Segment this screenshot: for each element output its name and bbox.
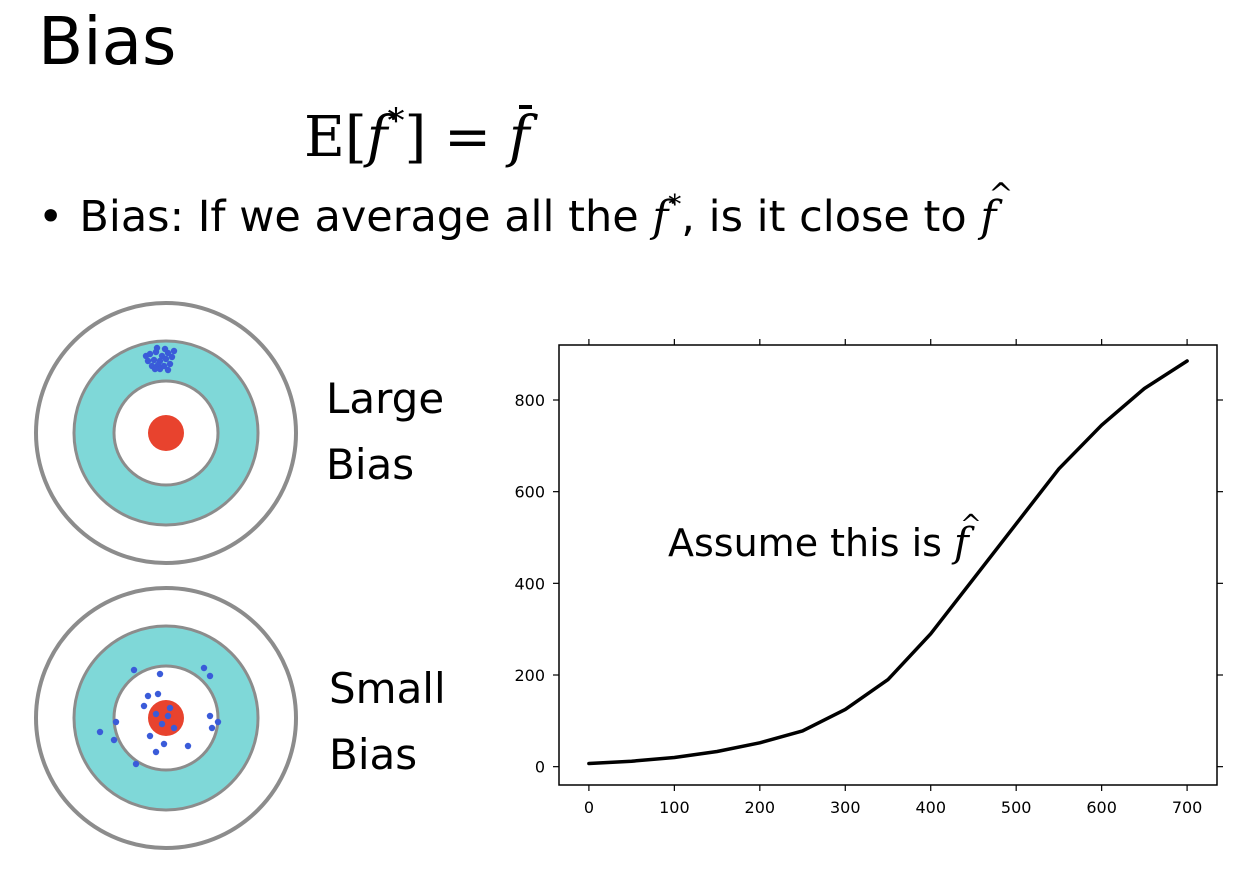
formula-expectation: E[ <box>304 105 367 170</box>
shot-dot <box>164 712 172 720</box>
x-tick-label: 400 <box>915 798 946 817</box>
target-bullseye <box>148 415 184 451</box>
shot-dot <box>154 690 162 698</box>
formula-f: f <box>366 105 388 170</box>
shot-dot <box>112 718 120 726</box>
series-line <box>587 359 1189 766</box>
chart-frame <box>558 344 1218 786</box>
bias-formula: E[f*] = f <box>304 86 532 173</box>
shot-dot <box>161 345 169 353</box>
shot-dot <box>208 724 216 732</box>
formula-f-bar: f <box>509 103 532 173</box>
shot-dot <box>158 720 166 728</box>
shot-dot <box>150 356 158 364</box>
shot-dot <box>214 718 222 726</box>
bullet-f-star: f* <box>652 190 682 242</box>
y-tick-label: 200 <box>514 666 545 685</box>
shot-dot <box>164 366 172 374</box>
shot-dot <box>156 670 164 678</box>
bullet-marker: • <box>38 192 64 242</box>
x-tick-label: 200 <box>745 798 776 817</box>
x-tick-label: 300 <box>830 798 861 817</box>
y-tick-label: 600 <box>514 483 545 502</box>
shot-dot <box>170 347 178 355</box>
label-large-bias: Large Bias <box>326 374 445 489</box>
shot-dot <box>206 712 214 720</box>
shot-dot <box>132 760 140 768</box>
shot-dot <box>151 365 159 373</box>
annotation-f-hat: f <box>954 497 981 571</box>
bullet-f: f <box>652 192 669 242</box>
shot-dot <box>156 365 164 373</box>
target-large-bias <box>34 301 298 565</box>
label-small-bias: Small Bias <box>329 664 446 779</box>
shot-dot <box>96 728 104 736</box>
shot-dot <box>142 352 150 360</box>
bias-bullet: • Bias: If we average all the f*, is it c… <box>38 160 1013 252</box>
shot-dot <box>200 664 208 672</box>
shot-dot <box>146 732 154 740</box>
x-tick-label: 600 <box>1086 798 1117 817</box>
shot-dot <box>144 692 152 700</box>
x-tick-label: 500 <box>1001 798 1032 817</box>
x-tick-label: 100 <box>659 798 690 817</box>
formula-equals: ] = <box>404 105 509 170</box>
chart-annotation: Assume this is f <box>668 497 981 571</box>
shot-dot <box>110 736 118 744</box>
annotation-text: Assume this is <box>668 521 955 565</box>
y-tick-label: 800 <box>514 391 545 410</box>
bullet-star: * <box>668 190 682 220</box>
shot-dot <box>152 748 160 756</box>
target-small-bias <box>34 586 298 850</box>
shot-dot <box>152 710 160 718</box>
y-tick-label: 0 <box>535 758 545 777</box>
shot-dot <box>184 742 192 750</box>
shot-dot <box>162 355 170 363</box>
shot-dot <box>166 360 174 368</box>
line-chart: 0 100 200 300 400 500 600 700 0 200 400 600 800 <box>514 339 1223 817</box>
shot-dot <box>166 704 174 712</box>
x-tick-label: 700 <box>1172 798 1203 817</box>
bullet-text-after: , is it close to <box>681 192 981 242</box>
shot-dot <box>144 357 152 365</box>
bullet-text-before: Bias: If we average all the <box>79 192 653 242</box>
slide-title: Bias <box>38 3 177 80</box>
shot-dot <box>206 672 214 680</box>
y-tick-label: 400 <box>514 574 545 593</box>
bullet-f-hat: f <box>980 160 1013 252</box>
shot-dot <box>153 344 161 352</box>
shot-dot <box>168 353 176 361</box>
shot-dot <box>140 702 148 710</box>
shot-dot <box>170 724 178 732</box>
target-small-dots <box>96 664 222 768</box>
shot-dot <box>130 666 138 674</box>
target-large-dots <box>142 344 178 374</box>
shot-dot <box>160 740 168 748</box>
formula-star: * <box>387 101 405 141</box>
x-tick-label: 0 <box>584 798 594 817</box>
